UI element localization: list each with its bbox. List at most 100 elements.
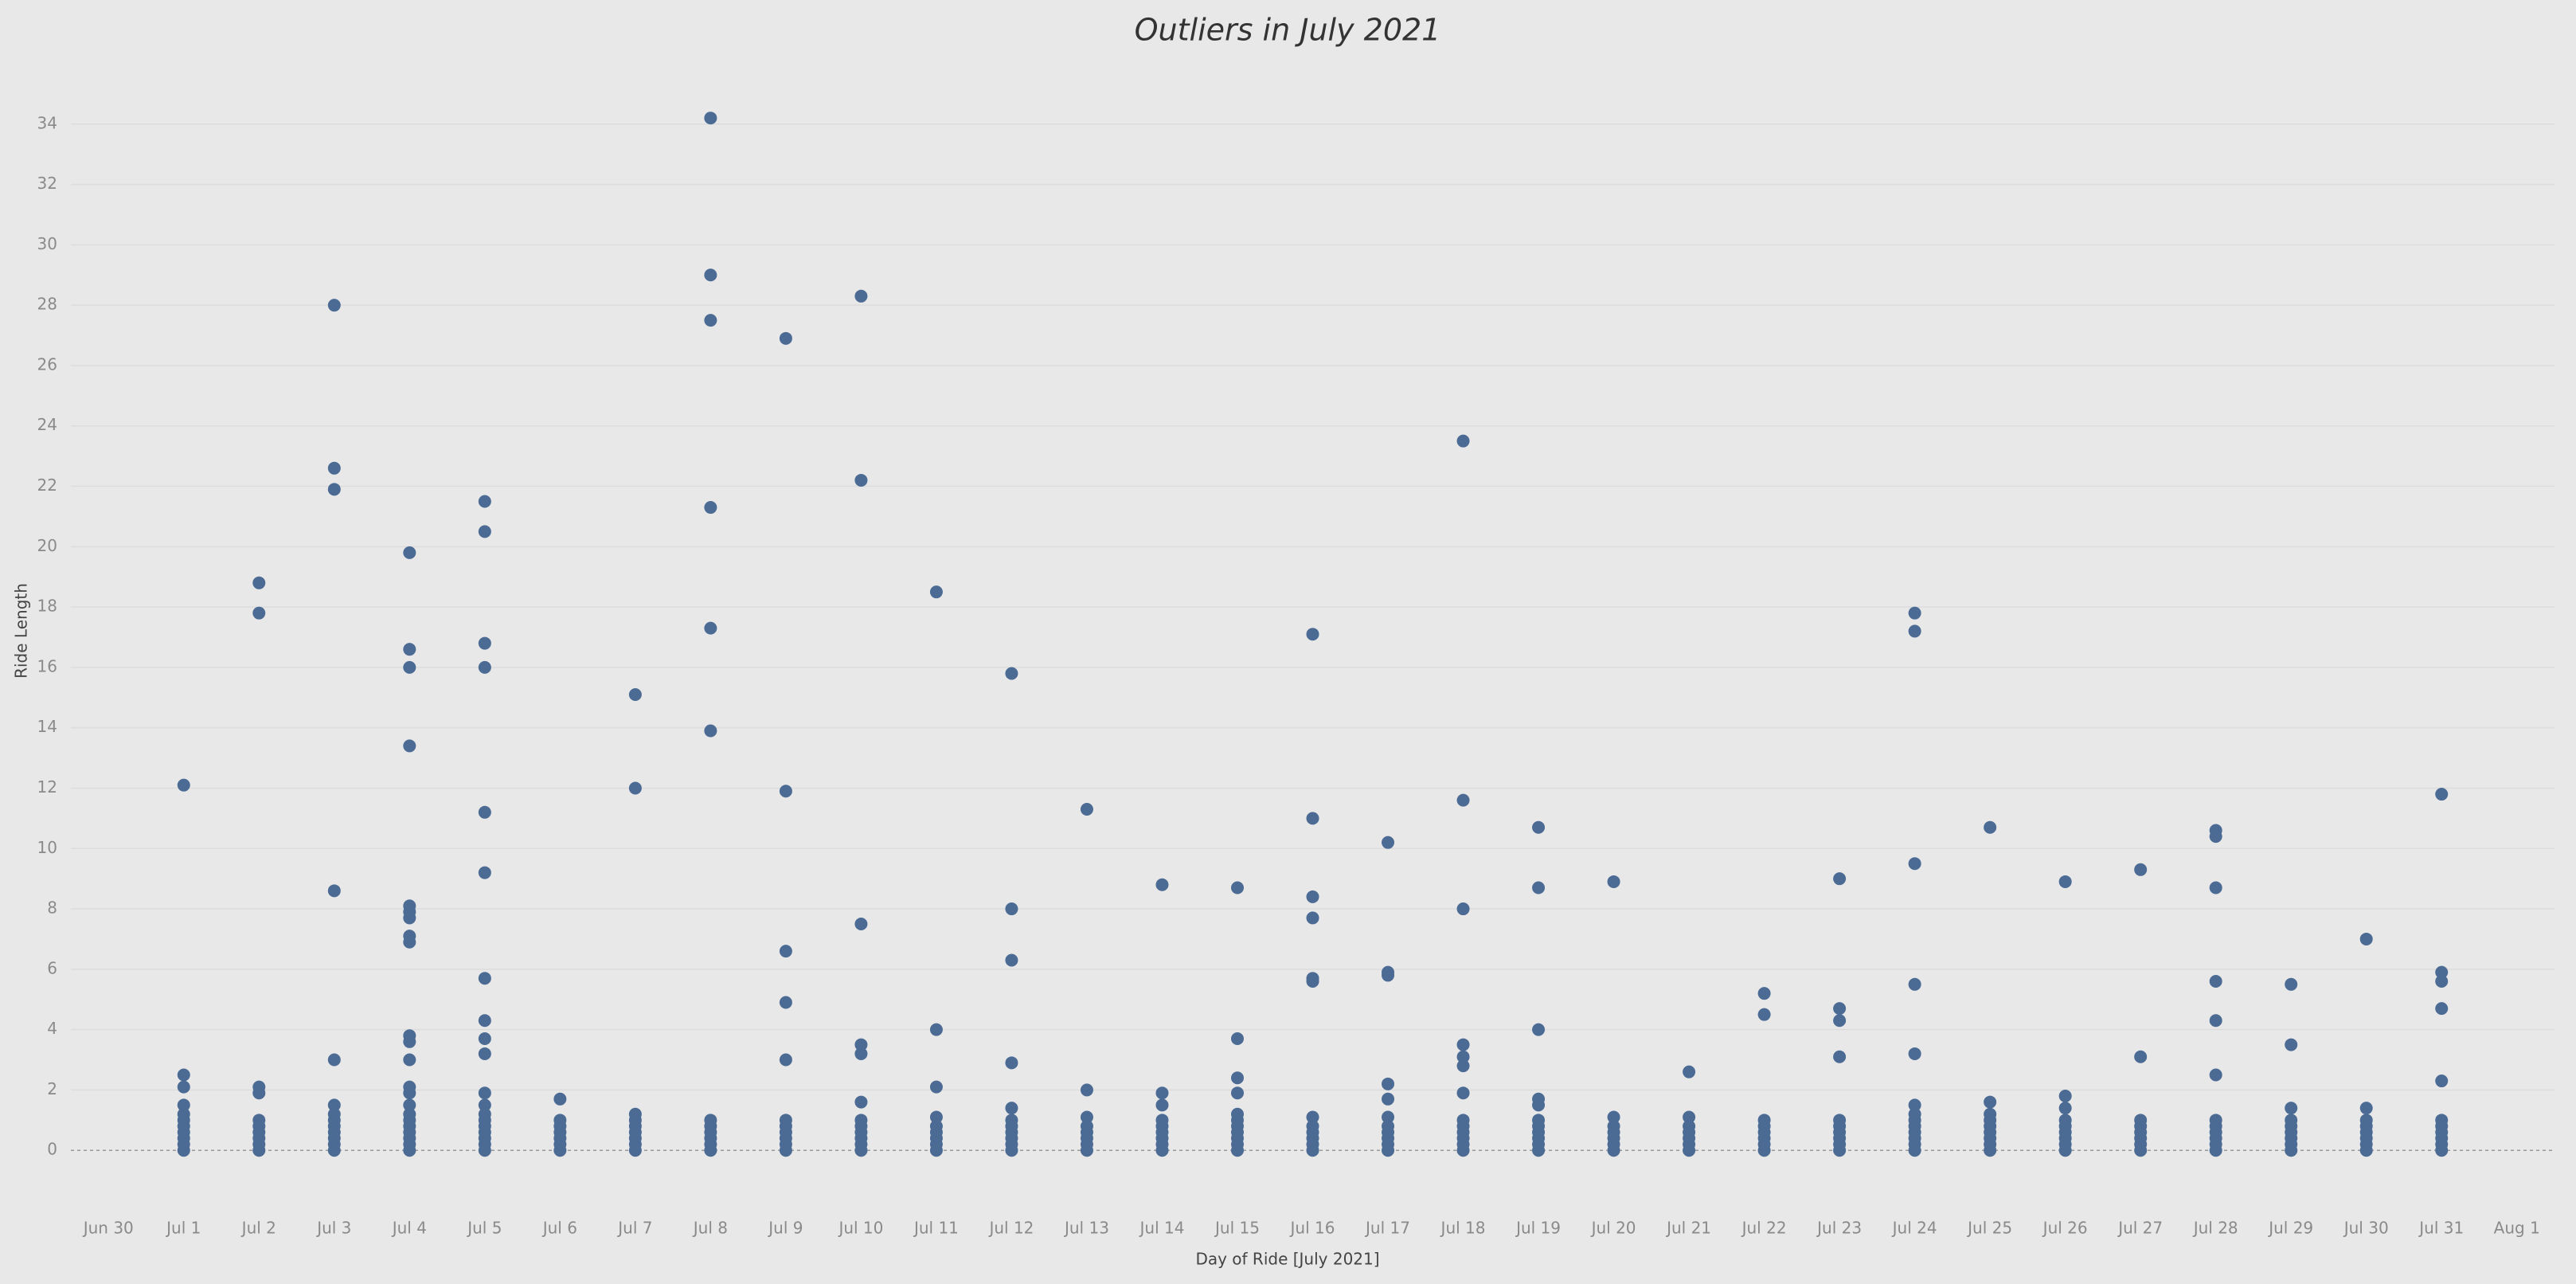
x-tick-label: Jul 15 (1214, 1219, 1260, 1238)
point (704, 112, 717, 125)
point (177, 1144, 190, 1157)
point (1757, 1008, 1771, 1021)
point (2209, 1014, 2222, 1028)
point (1306, 1110, 1319, 1124)
point (929, 1080, 943, 1094)
point (252, 606, 266, 620)
x-tick-label: Jul 26 (2042, 1219, 2088, 1238)
y-axis-title: Ride Length (12, 583, 31, 679)
point (1908, 624, 1921, 638)
point (2285, 1102, 2298, 1115)
point (403, 660, 416, 674)
x-tick-label: Jul 1 (165, 1219, 201, 1238)
x-tick-label: Jul 23 (1816, 1219, 1862, 1238)
point (1607, 1110, 1620, 1124)
y-tick-label: 10 (37, 838, 57, 857)
point (2058, 1144, 2072, 1157)
point (403, 546, 416, 559)
point (2435, 788, 2449, 801)
point (177, 1080, 190, 1094)
point (1607, 875, 1620, 888)
point (2134, 1050, 2148, 1063)
point (403, 739, 416, 753)
point (1005, 1102, 1018, 1115)
point (704, 724, 717, 738)
point (2134, 863, 2148, 876)
point (779, 996, 792, 1009)
y-tick-label: 22 (37, 476, 57, 495)
point (2285, 1038, 2298, 1051)
point (478, 1144, 491, 1157)
point (1306, 975, 1319, 988)
point (2435, 1144, 2449, 1157)
point (854, 1047, 868, 1060)
y-tick-label: 34 (37, 113, 57, 132)
point (1080, 1083, 1093, 1097)
point (929, 585, 943, 599)
y-tick-label: 14 (37, 717, 57, 736)
point (327, 884, 341, 898)
point (1382, 1077, 1395, 1090)
point (704, 268, 717, 282)
point (779, 331, 792, 345)
point (1532, 1144, 1546, 1157)
point (403, 911, 416, 925)
point (478, 1032, 491, 1045)
point (553, 1092, 567, 1106)
point (929, 1023, 943, 1036)
y-tick-label: 26 (37, 354, 57, 374)
point (628, 781, 642, 795)
point (1757, 1144, 1771, 1157)
point (1230, 1086, 1244, 1100)
x-tick-label: Jul 5 (466, 1219, 502, 1238)
point (2359, 932, 2373, 945)
point (1757, 987, 1771, 1000)
point (2435, 965, 2449, 979)
point (1155, 1144, 1169, 1157)
point (1456, 902, 1470, 916)
point (1456, 1059, 1470, 1073)
point (854, 1144, 868, 1157)
x-tick-label: Jul 25 (1966, 1219, 2012, 1238)
point (2209, 975, 2222, 988)
point (1382, 969, 1395, 982)
point (1833, 872, 1847, 886)
point (177, 1098, 190, 1112)
point (1005, 953, 1018, 967)
point (779, 945, 792, 958)
point (2285, 977, 2298, 991)
y-tick-label: 18 (37, 597, 57, 616)
point (403, 1086, 416, 1100)
point (1306, 890, 1319, 903)
point (478, 636, 491, 650)
point (1456, 1038, 1470, 1051)
point (779, 1053, 792, 1067)
point (2359, 1144, 2373, 1157)
x-tick-label: Jul 18 (1440, 1219, 1486, 1238)
point (478, 1098, 491, 1112)
x-tick-label: Jul 7 (616, 1219, 652, 1238)
point (2058, 875, 2072, 888)
x-tick-label: Aug 1 (2494, 1219, 2540, 1238)
point (1833, 1014, 1847, 1028)
point (478, 1086, 491, 1100)
point (2058, 1102, 2072, 1115)
point (252, 576, 266, 589)
point (327, 1098, 341, 1112)
point (1908, 977, 1921, 991)
y-tick-label: 4 (47, 1019, 57, 1038)
x-tick-label: Jul 24 (1891, 1219, 1937, 1238)
point (2285, 1144, 2298, 1157)
point (478, 866, 491, 879)
point (1908, 1047, 1921, 1060)
point (1005, 667, 1018, 680)
x-tick-label: Jul 2 (240, 1219, 276, 1238)
point (177, 1068, 190, 1082)
point (1683, 1110, 1696, 1124)
x-tick-label: Jul 12 (987, 1219, 1034, 1238)
point (1532, 1023, 1546, 1036)
point (478, 660, 491, 674)
